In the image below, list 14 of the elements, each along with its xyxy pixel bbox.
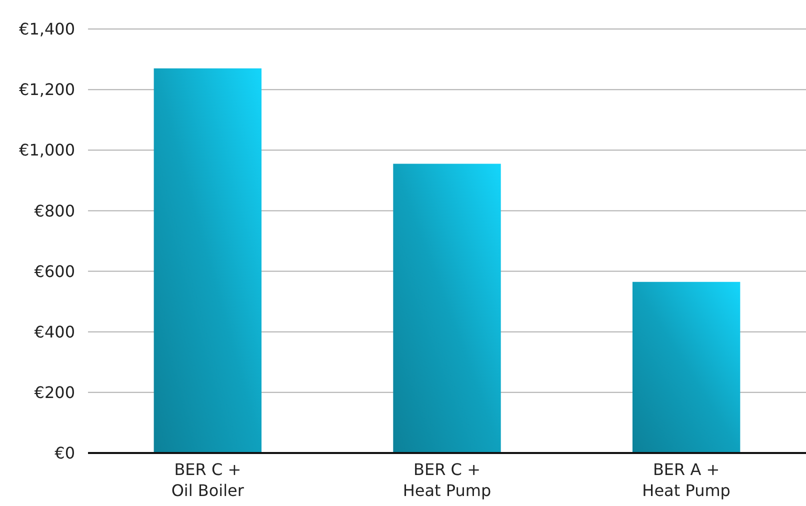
x-tick-label: BER C + Heat Pump (402, 460, 492, 500)
x-tick-label: BER C + Oil Boiler (171, 460, 244, 500)
y-tick-label: €1,400 (19, 20, 75, 39)
y-tick-label: €800 (34, 201, 75, 220)
y-tick-label: €0 (54, 444, 75, 463)
bar (154, 68, 262, 453)
x-tick-label: BER A + Heat Pump (642, 460, 730, 500)
y-tick-label: €1,200 (19, 80, 75, 100)
bar (632, 282, 740, 453)
y-tick-label: €600 (34, 262, 75, 281)
y-tick-label: €1,000 (19, 140, 75, 160)
y-tick-label: €400 (34, 322, 75, 342)
y-tick-label: €200 (34, 383, 75, 402)
bar (393, 164, 501, 453)
